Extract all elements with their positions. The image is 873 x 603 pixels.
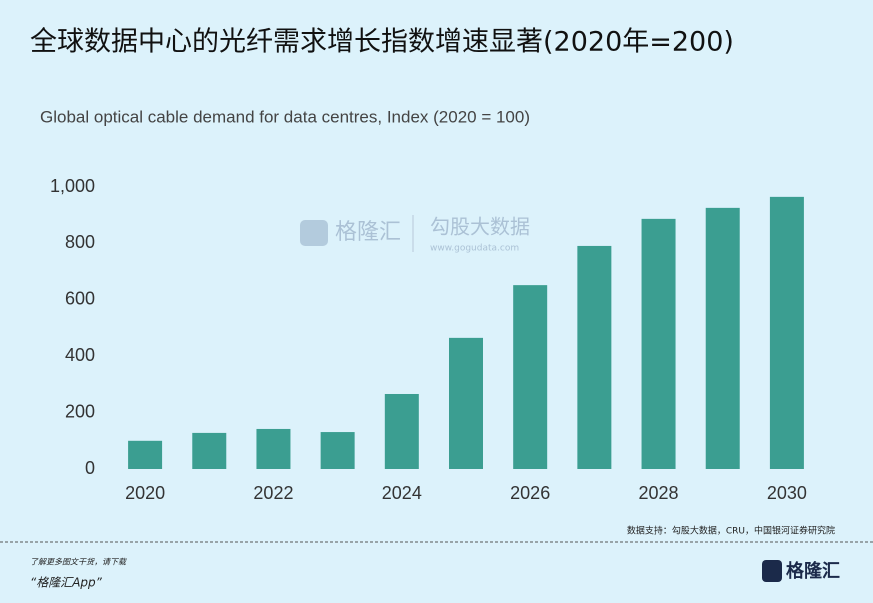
y-tick-label: 400 xyxy=(65,345,95,365)
bar xyxy=(192,432,227,469)
page-title: 全球数据中心的光纤需求增长指数增速显著(2020年=200) xyxy=(30,27,734,58)
watermark-url: www.gogudata.com xyxy=(430,244,519,254)
watermark: 格隆汇 xyxy=(335,220,401,245)
bar xyxy=(384,393,419,469)
x-tick-label: 2020 xyxy=(125,483,165,503)
bar xyxy=(256,428,291,469)
footer-text: 了解更多图文干货，请下载 xyxy=(30,558,127,567)
y-tick-label: 800 xyxy=(65,232,95,252)
y-tick-label: 600 xyxy=(65,289,95,309)
footer-app: “格隆汇App” xyxy=(30,576,103,590)
bar xyxy=(577,245,612,469)
bar xyxy=(449,337,483,469)
logo-icon xyxy=(762,560,782,582)
watermark-icon xyxy=(300,220,328,246)
bar xyxy=(128,440,163,469)
chart-subtitle: Global optical cable demand for data cen… xyxy=(40,107,530,126)
x-tick-label: 2024 xyxy=(382,483,422,503)
bar xyxy=(320,432,355,469)
y-tick-label: 0 xyxy=(85,458,95,478)
bar xyxy=(705,207,740,470)
y-tick-label: 1,000 xyxy=(50,176,95,196)
x-tick-label: 2028 xyxy=(639,483,679,503)
bar xyxy=(769,196,804,469)
watermark: 勾股大数据 xyxy=(430,215,530,239)
x-tick-label: 2022 xyxy=(253,483,293,503)
x-tick-label: 2030 xyxy=(767,483,807,503)
source: 数据支持：勾股大数据，CRU，中国银河证券研究院 xyxy=(627,525,835,537)
y-tick-label: 200 xyxy=(65,401,95,421)
x-tick-label: 2026 xyxy=(510,483,550,503)
logo: 格隆汇 xyxy=(786,560,840,582)
bar xyxy=(513,285,548,469)
bar xyxy=(641,218,676,469)
